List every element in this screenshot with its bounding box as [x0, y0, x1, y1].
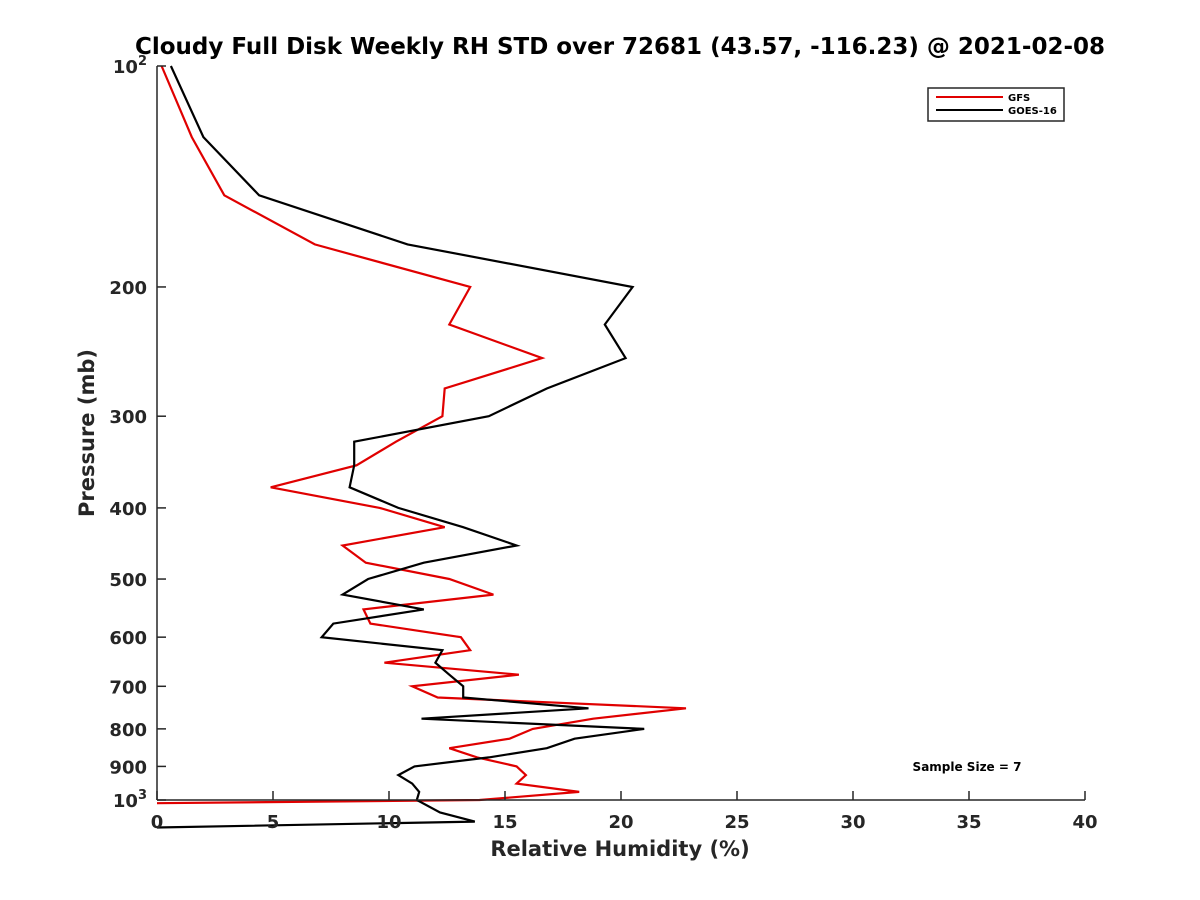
- y-tick-label: 102: [113, 54, 147, 78]
- x-tick-label: 25: [724, 812, 749, 833]
- series-layer: [156, 65, 687, 829]
- y-tick-label: 800: [109, 720, 147, 741]
- y-tick-label: 400: [109, 499, 147, 520]
- x-tick-label: 5: [267, 812, 280, 833]
- x-tick-label: 10: [376, 812, 401, 833]
- x-axis-ticks: 0 5 10 15 20 25 30 35 40: [151, 791, 1098, 833]
- legend-label-gfs: GFS: [1008, 93, 1030, 104]
- y-tick-label: 103: [113, 788, 147, 812]
- y-tick-label: 200: [109, 278, 147, 299]
- x-tick-label: 35: [956, 812, 981, 833]
- plot-area: [157, 66, 1085, 800]
- x-tick-label: 30: [840, 812, 865, 833]
- y-tick-label: 600: [109, 628, 147, 649]
- legend: GFS GOES-16: [927, 87, 1065, 122]
- y-tick-label: 700: [109, 677, 147, 698]
- legend-box: [927, 87, 1065, 122]
- x-tick-label: 40: [1072, 812, 1097, 833]
- legend-label-goes16: GOES-16: [1008, 106, 1057, 117]
- x-tick-label: 15: [492, 812, 517, 833]
- series-line-gfs: [156, 65, 687, 805]
- x-tick-label: 0: [151, 812, 164, 833]
- y-axis-label: Pressure (mb): [75, 349, 99, 517]
- sample-size-note: Sample Size = 7: [913, 760, 1022, 774]
- x-axis-label: Relative Humidity (%): [490, 837, 749, 861]
- x-tick-label: 20: [608, 812, 633, 833]
- series-line-goes16: [156, 65, 645, 829]
- y-tick-label: 900: [109, 757, 147, 778]
- y-tick-label: 300: [109, 407, 147, 428]
- chart-title: Cloudy Full Disk Weekly RH STD over 7268…: [135, 34, 1105, 60]
- y-tick-label: 500: [109, 570, 147, 591]
- y-axis-ticks: 102 200 300 400 500 600 700 800 900 103: [109, 54, 166, 812]
